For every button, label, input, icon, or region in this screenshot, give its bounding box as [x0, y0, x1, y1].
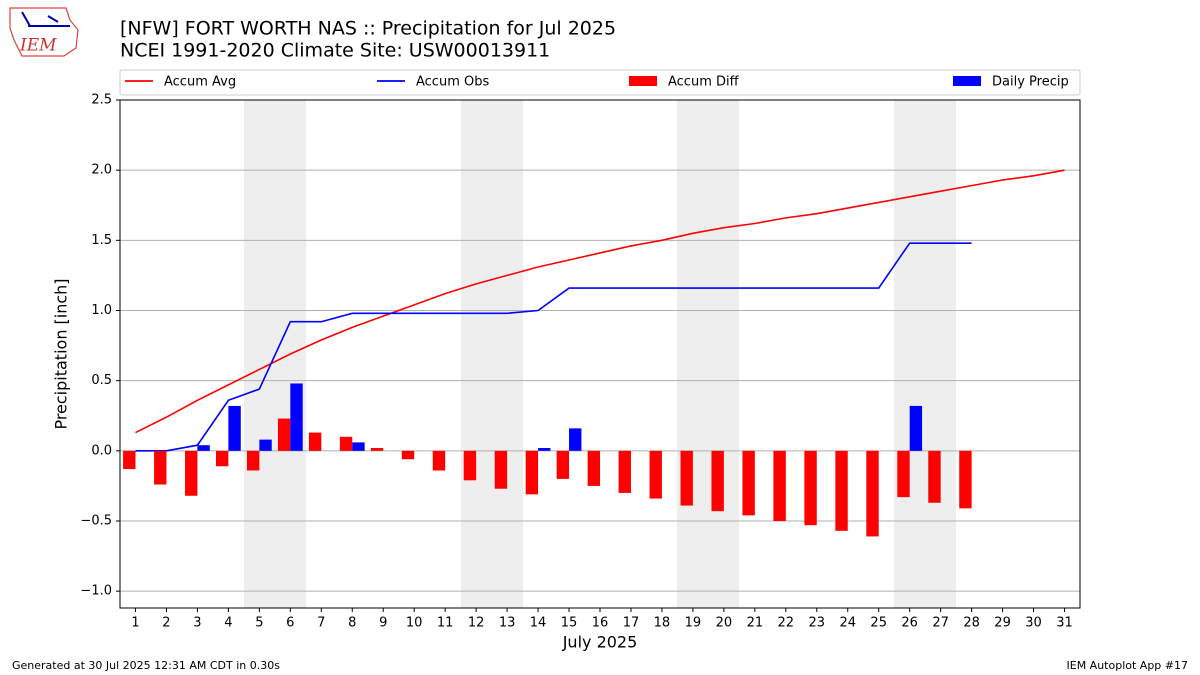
- y-tick-label: 0.0: [91, 443, 112, 458]
- bar: [909, 405, 923, 451]
- line: [135, 169, 1065, 434]
- bar: [197, 445, 210, 451]
- x-tick-label: 1: [131, 616, 139, 631]
- bar: [525, 450, 539, 495]
- x-tick-label: 8: [348, 616, 356, 631]
- legend-label: Accum Obs: [416, 75, 489, 90]
- chart-subtitle: NCEI 1991-2020 Climate Site: USW00013911: [120, 40, 550, 62]
- logo: IEM: [9, 7, 79, 57]
- y-tick-label: 2.5: [91, 93, 112, 108]
- x-tick-label: 9: [379, 616, 387, 631]
- x-tick-label: 21: [747, 616, 764, 631]
- legend-label: Daily Precip: [992, 75, 1069, 90]
- bar: [308, 432, 322, 451]
- bar: [339, 436, 353, 451]
- bar: [569, 428, 582, 451]
- footer-right: IEM Autoplot App #17: [1067, 659, 1189, 672]
- bar: [804, 450, 817, 526]
- x-tick-label: 11: [437, 616, 454, 631]
- x-tick-label: 16: [592, 616, 609, 631]
- legend-label: Accum Avg: [164, 75, 236, 90]
- bar: [494, 450, 508, 489]
- x-tick-label: 28: [963, 616, 980, 631]
- x-tick-label: 17: [623, 616, 640, 631]
- bar: [352, 442, 365, 451]
- y-tick-label: 1.5: [91, 233, 112, 248]
- y-axis-label: Precipitation [inch]: [52, 278, 71, 429]
- bar: [618, 450, 631, 493]
- bar: [259, 439, 272, 451]
- bar: [587, 450, 600, 486]
- bar: [680, 450, 693, 506]
- line: [135, 242, 972, 452]
- footer-left: Generated at 30 Jul 2025 12:31 AM CDT in…: [12, 659, 280, 672]
- x-tick-label: 31: [1056, 616, 1073, 631]
- x-tick-label: 3: [193, 616, 201, 631]
- logo-text: IEM: [19, 36, 57, 56]
- bar: [246, 450, 260, 471]
- x-tick-label: 23: [809, 616, 826, 631]
- logo-outline: [9, 7, 79, 57]
- legend-label: Accum Diff: [668, 75, 740, 90]
- x-tick-label: 10: [406, 616, 423, 631]
- legend: [119, 69, 1081, 96]
- x-tick-label: 29: [994, 616, 1011, 631]
- bar: [742, 450, 755, 516]
- bar: [154, 450, 167, 485]
- bar: [538, 448, 551, 451]
- bar: [556, 450, 570, 479]
- y-tick-label: −0.5: [80, 513, 112, 528]
- bar: [959, 450, 972, 509]
- bar: [432, 450, 446, 471]
- x-tick-label: 14: [530, 616, 547, 631]
- weekend-shade: [894, 100, 956, 608]
- bar: [711, 450, 724, 512]
- weekend-shade: [461, 100, 523, 608]
- bar: [897, 450, 910, 498]
- bar: [401, 450, 415, 460]
- x-tick-label: 7: [317, 616, 325, 631]
- chart-title: [NFW] FORT WORTH NAS :: Precipitation fo…: [120, 18, 616, 40]
- bar: [216, 450, 229, 467]
- bar: [463, 450, 477, 481]
- bar: [866, 450, 879, 537]
- x-tick-label: 26: [901, 616, 918, 631]
- bar: [185, 450, 198, 496]
- x-tick-label: 20: [716, 616, 733, 631]
- x-tick-label: 19: [685, 616, 702, 631]
- legend-swatch: [629, 76, 657, 86]
- bar: [123, 450, 136, 470]
- bar: [228, 405, 241, 451]
- logo-icon: [21, 11, 70, 27]
- bar: [773, 450, 786, 521]
- bar: [370, 448, 384, 451]
- plot-frame: [119, 99, 1081, 609]
- x-tick-label: 22: [778, 616, 795, 631]
- bar: [928, 450, 941, 503]
- y-tick-label: −1.0: [80, 584, 112, 599]
- x-tick-label: 5: [255, 616, 263, 631]
- x-tick-label: 15: [561, 616, 578, 631]
- x-tick-label: 12: [468, 616, 485, 631]
- bar: [649, 450, 662, 499]
- weekend-shade: [677, 100, 739, 608]
- x-tick-label: 24: [839, 616, 856, 631]
- x-axis-label: July 2025: [562, 633, 638, 652]
- x-tick-label: 13: [499, 616, 516, 631]
- x-tick-label: 6: [286, 616, 294, 631]
- x-tick-label: 30: [1025, 616, 1042, 631]
- bar: [277, 418, 291, 451]
- x-tick-label: 4: [224, 616, 232, 631]
- y-tick-label: 0.5: [91, 373, 112, 388]
- x-tick-label: 27: [932, 616, 949, 631]
- y-tick-label: 2.0: [91, 163, 112, 178]
- bar: [835, 450, 848, 531]
- y-tick-label: 1.0: [91, 303, 112, 318]
- x-tick-label: 25: [870, 616, 887, 631]
- bar: [290, 383, 303, 451]
- x-tick-label: 18: [654, 616, 671, 631]
- x-tick-label: 2: [162, 616, 170, 631]
- legend-swatch: [953, 76, 981, 86]
